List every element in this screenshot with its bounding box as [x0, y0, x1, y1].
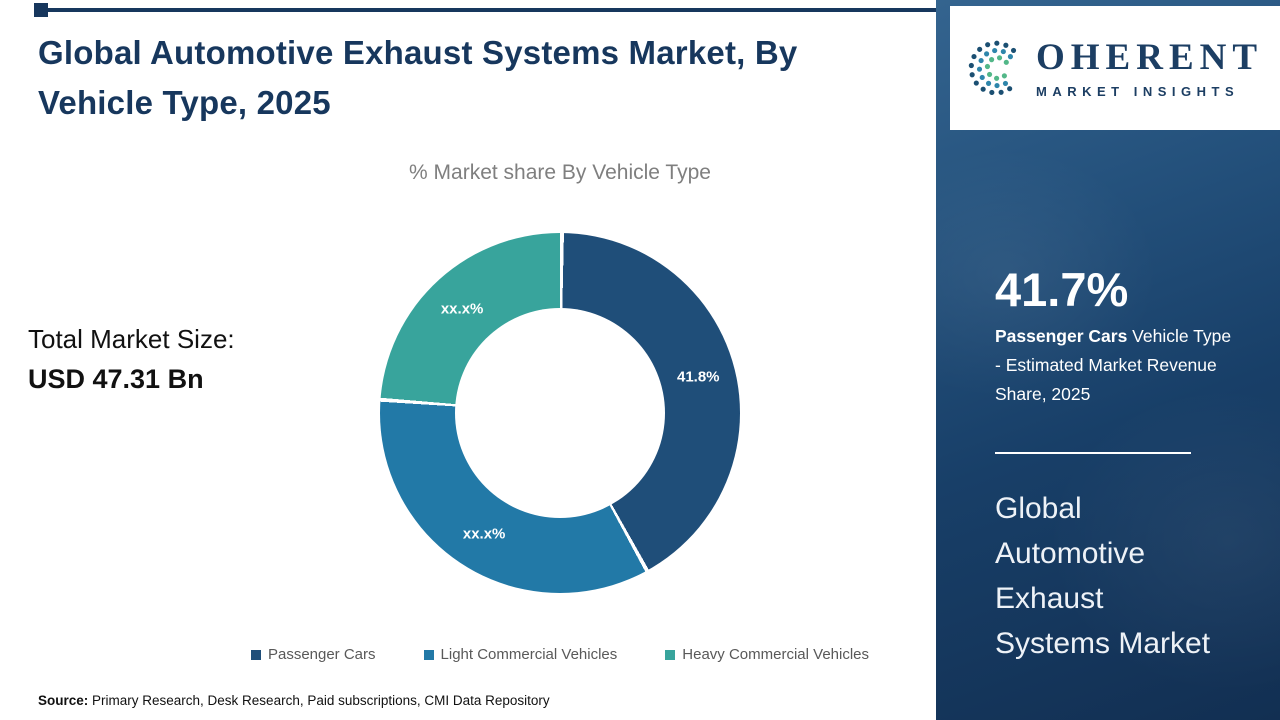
market-size-block: Total Market Size: USD 47.31 Bn [28, 324, 235, 395]
coherent-c-icon [968, 40, 1017, 96]
slice-label: 41.8% [676, 368, 720, 386]
donut-hole [455, 308, 665, 518]
stat-value: 41.7% [995, 263, 1129, 316]
chart-title: % Market share By Vehicle Type [409, 161, 711, 184]
slice-label: xx.x% [462, 525, 506, 543]
stat-description-bold: Passenger Cars [995, 326, 1128, 346]
sidebar-divider [995, 452, 1191, 454]
market-size-value: USD 47.31 Bn [28, 364, 204, 394]
brand-logo: OHERENT MARKET INSIGHTS [950, 6, 1280, 130]
source-text: Primary Research, Desk Research, Paid su… [88, 693, 550, 708]
logo-name: OHERENT [1036, 36, 1264, 78]
page-title: Global Automotive Exhaust Systems Market… [38, 34, 798, 121]
sidebar-report-title: Global Automotive Exhaust Systems Market [995, 492, 1211, 660]
market-size-label: Total Market Size: [28, 324, 235, 354]
legend-item: Light Commercial Vehicles [423, 646, 618, 663]
sidebar: OHERENT MARKET INSIGHTS 41.7% Passenger … [936, 0, 1280, 720]
legend-label: Passenger Cars [267, 646, 376, 663]
chart-legend: Passenger Cars Light Commercial Vehicles H… [0, 646, 1120, 663]
top-accent-line [36, 8, 938, 12]
legend-item: Heavy Commercial Vehicles [665, 646, 869, 663]
stat-description: Passenger Cars Vehicle Type - Estimated … [995, 322, 1235, 409]
legend-swatch [250, 649, 261, 660]
stat-description-rest: Vehicle Type - Estimated Market Revenue … [995, 326, 1232, 404]
source-label: Source: [38, 693, 89, 708]
legend-swatch [665, 649, 676, 660]
source-line: Source: Primary Research, Desk Research,… [38, 693, 550, 708]
legend-label: Light Commercial Vehicles [440, 646, 618, 663]
donut-chart: 41.8% xx.x% xx.x% [380, 233, 740, 593]
legend-swatch [423, 649, 434, 660]
logo-tagline: MARKET INSIGHTS [1036, 83, 1240, 99]
logo-text: OHERENT MARKET INSIGHTS [1036, 36, 1264, 99]
legend-label: Heavy Commercial Vehicles [682, 646, 870, 663]
slice-label: xx.x% [440, 300, 484, 318]
legend-item: Passenger Cars [250, 646, 376, 663]
